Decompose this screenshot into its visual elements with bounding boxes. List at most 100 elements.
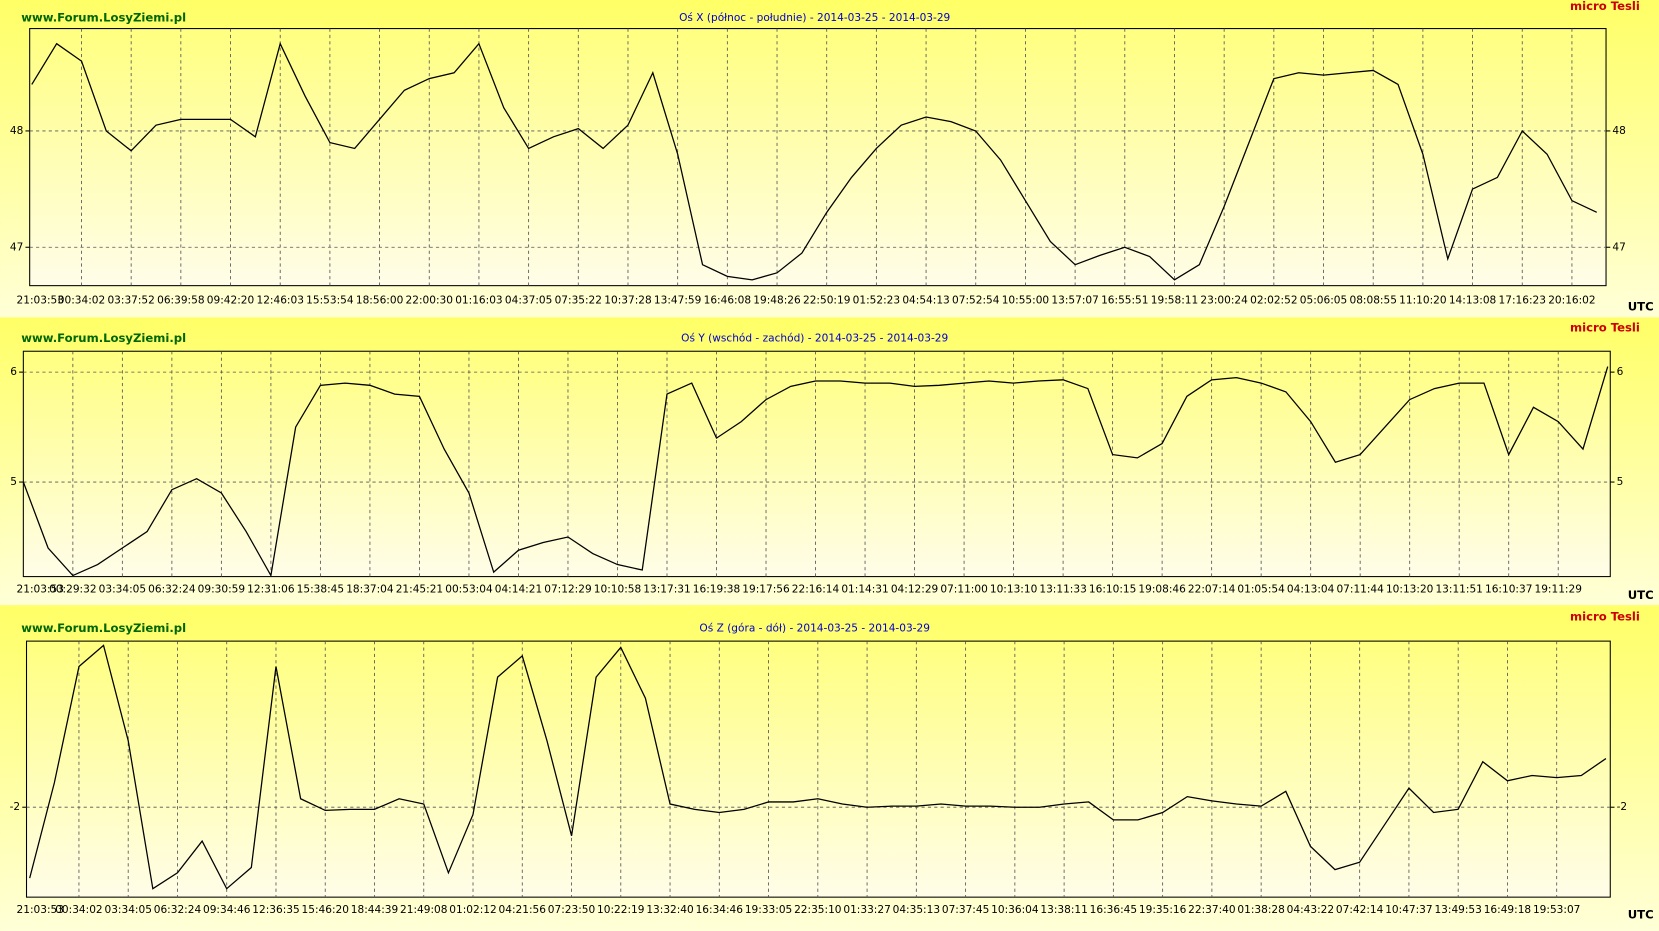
x-tick-label: 13:38:11 (1040, 904, 1087, 916)
x-tick-label: 10:10:58 (594, 583, 641, 595)
x-tick-label: 18:56:00 (356, 294, 404, 306)
x-tick-label: 07:12:29 (544, 583, 591, 595)
x-tick-label: 01:05:54 (1237, 583, 1285, 595)
x-tick-label: 06:32:24 (148, 583, 196, 595)
x-tick-label: 01:02:12 (449, 904, 496, 916)
x-tick-label: 16:34:46 (696, 904, 744, 916)
x-tick-label: 21:45:21 (396, 583, 443, 595)
y-tick-label: 6 (1617, 366, 1624, 378)
x-tick-label: 19:53:07 (1533, 904, 1580, 916)
x-tick-label: 13:57:07 (1051, 294, 1098, 306)
x-tick-label: 18:37:04 (346, 583, 394, 595)
x-tick-label: 04:54:13 (902, 294, 949, 306)
x-tick-label: 16:10:37 (1485, 583, 1532, 595)
x-axis-label: UTC (1628, 588, 1654, 602)
x-tick-label: 06:32:24 (154, 904, 202, 916)
x-tick-label: 19:48:26 (753, 294, 801, 306)
plot-area (25, 640, 1611, 898)
x-tick-label: 07:23:50 (548, 904, 596, 916)
x-tick-label: 20:16:02 (1548, 294, 1595, 306)
x-tick-label: 19:35:16 (1139, 904, 1187, 916)
x-tick-label: 07:37:45 (942, 904, 989, 916)
x-tick-label: 04:43:22 (1287, 904, 1334, 916)
x-tick-label: 10:47:37 (1385, 904, 1432, 916)
x-tick-label: 16:55:51 (1101, 294, 1148, 306)
x-tick-label: 19:11:29 (1534, 583, 1581, 595)
x-tick-label: 22:50:19 (803, 294, 850, 306)
x-tick-label: 05:06:05 (1300, 294, 1347, 306)
chart-title: Oś Y (wschód - zachód) - 2014-03-25 - 20… (681, 333, 948, 345)
x-tick-label: 22:35:10 (794, 904, 842, 916)
unit-label: micro Tesli (1570, 0, 1640, 13)
x-tick-label: 01:33:27 (843, 904, 890, 916)
watermark: www.Forum.LosyZiemi.pl (21, 621, 186, 635)
unit-label: micro Tesli (1570, 609, 1640, 623)
x-tick-label: 10:22:19 (597, 904, 644, 916)
y-tick-label: 5 (10, 476, 17, 488)
x-tick-label: 12:36:35 (252, 904, 299, 916)
x-tick-label: 16:10:15 (1089, 583, 1136, 595)
watermark: www.Forum.LosyZiemi.pl (21, 10, 186, 24)
x-tick-label: 10:13:10 (990, 583, 1038, 595)
y-tick-label: 48 (1612, 125, 1625, 137)
x-tick-label: 08:08:55 (1349, 294, 1396, 306)
x-tick-label: 09:30:59 (198, 583, 245, 595)
x-tick-label: 21:03:53 (17, 904, 64, 916)
y-tick-label: 6 (10, 366, 17, 378)
x-tick-label: 04:14:21 (495, 583, 542, 595)
x-tick-label: 16:36:45 (1090, 904, 1137, 916)
x-tick-label: 19:08:46 (1138, 583, 1186, 595)
x-tick-label: 15:46:20 (302, 904, 350, 916)
x-tick-label: 07:11:44 (1336, 583, 1384, 595)
x-tick-label: 10:37:28 (604, 294, 651, 306)
y-tick-label: 47 (10, 241, 23, 253)
x-tick-label: 07:42:14 (1336, 904, 1384, 916)
x-tick-label: 13:47:59 (654, 294, 701, 306)
x-tick-label: 09:42:20 (207, 294, 255, 306)
x-tick-label: 07:52:54 (952, 294, 1000, 306)
x-tick-label: 07:35:22 (555, 294, 602, 306)
x-tick-label: 12:46:03 (256, 294, 303, 306)
x-tick-label: 04:13:04 (1287, 583, 1335, 595)
x-tick-label: 16:46:08 (704, 294, 751, 306)
y-tick-label: -2 (1617, 801, 1628, 813)
x-tick-label: 10:13:20 (1386, 583, 1434, 595)
x-tick-label: 17:16:23 (1499, 294, 1546, 306)
watermark: www.Forum.LosyZiemi.pl (21, 331, 186, 345)
y-tick-label: 48 (10, 125, 23, 137)
x-tick-label: 06:39:58 (157, 294, 204, 306)
x-tick-label: 00:29:32 (49, 583, 96, 595)
x-tick-label: 10:36:04 (991, 904, 1039, 916)
data-line (22, 366, 1609, 578)
x-tick-label: 04:12:29 (891, 583, 938, 595)
x-tick-label: 22:07:14 (1188, 583, 1236, 595)
chart-title: Oś X (północ - południe) - 2014-03-25 - … (679, 12, 950, 24)
x-tick-label: 02:02:52 (1250, 294, 1297, 306)
y-tick-label: 47 (1612, 241, 1625, 253)
x-tick-label: 01:14:31 (841, 583, 888, 595)
x-tick-label: 13:49:53 (1434, 904, 1481, 916)
y-tick-label: -2 (10, 801, 21, 813)
x-tick-label: 13:11:33 (1039, 583, 1086, 595)
x-tick-label: 01:16:03 (455, 294, 502, 306)
x-tick-label: 04:35:13 (893, 904, 940, 916)
x-tick-label: 23:00:24 (1200, 294, 1248, 306)
x-tick-label: 03:37:52 (107, 294, 154, 306)
x-tick-label: 00:34:02 (58, 294, 105, 306)
y-tick-label: 5 (1617, 476, 1624, 488)
plot-area (22, 350, 1611, 578)
x-tick-label: 22:37:40 (1188, 904, 1236, 916)
x-tick-label: 01:38:28 (1237, 904, 1284, 916)
x-tick-label: 00:53:04 (445, 583, 493, 595)
x-axis-label: UTC (1628, 908, 1654, 922)
plot-area (29, 28, 1607, 287)
x-tick-label: 12:31:06 (247, 583, 295, 595)
x-tick-label: 21:49:08 (400, 904, 447, 916)
x-tick-label: 14:13:08 (1449, 294, 1496, 306)
data-line (31, 41, 1597, 281)
x-tick-label: 01:52:23 (853, 294, 900, 306)
x-tick-label: 07:11:00 (940, 583, 988, 595)
x-tick-label: 15:38:45 (297, 583, 344, 595)
